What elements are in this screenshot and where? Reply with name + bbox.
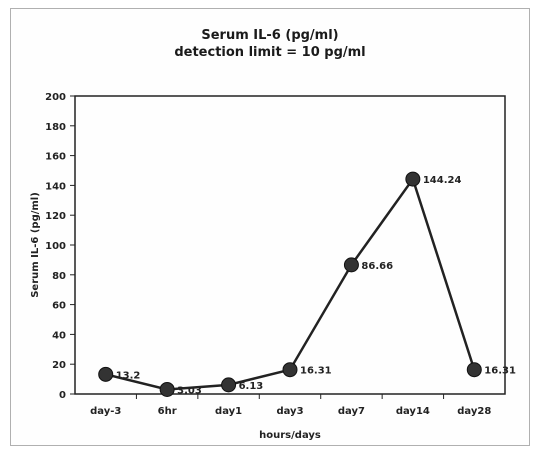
data-label: 86.66 [361, 261, 393, 272]
data-label: 144.24 [423, 175, 462, 186]
y-tick-label: 200 [45, 92, 66, 103]
x-axis: day-3 6hr day1 day3 day7 day14 day28 [90, 394, 491, 417]
x-tick-label: day-3 [90, 406, 121, 417]
data-point [405, 171, 421, 187]
x-tick-label: day1 [215, 406, 242, 417]
y-tick-label: 180 [45, 122, 66, 133]
y-tick-label: 80 [52, 271, 66, 282]
data-labels: 13.2 3.03 6.13 16.31 86.66 144.24 16.31 [116, 175, 516, 396]
data-label: 16.31 [300, 366, 332, 377]
series-line [105, 176, 476, 391]
data-label: 13.2 [116, 370, 141, 381]
data-label: 16.31 [484, 366, 516, 377]
y-tick-label: 160 [45, 152, 66, 163]
data-point [159, 381, 175, 397]
chart-frame [10, 8, 530, 446]
x-tick-label: 6hr [158, 406, 177, 417]
y-axis: 0 20 40 60 80 100 120 140 160 180 200 [45, 92, 75, 401]
data-points [98, 171, 482, 397]
x-tick-label: day7 [338, 406, 365, 417]
data-point [282, 362, 298, 378]
y-axis-title: Serum IL-6 (pg/ml) [30, 192, 41, 298]
chart-title: Serum IL-6 (pg/ml) [201, 28, 339, 43]
y-tick-label: 100 [45, 241, 66, 252]
y-tick-label: 0 [59, 390, 66, 401]
data-point [466, 362, 482, 378]
y-tick-label: 60 [52, 301, 66, 312]
data-point [98, 366, 114, 382]
x-tick-label: day3 [276, 406, 303, 417]
y-tick-label: 140 [45, 181, 66, 192]
chart-subtitle: detection limit = 10 pg/ml [174, 45, 366, 60]
y-tick-label: 20 [52, 360, 66, 371]
data-point [343, 257, 359, 273]
y-tick-label: 40 [52, 330, 66, 341]
plot-area [74, 95, 506, 395]
x-tick-label: day28 [457, 406, 491, 417]
x-tick-label: day14 [396, 406, 430, 417]
data-point [221, 377, 237, 393]
x-axis-title: hours/days [259, 430, 321, 441]
y-tick-label: 120 [45, 211, 66, 222]
data-label: 6.13 [239, 381, 264, 392]
data-label: 3.03 [177, 385, 202, 396]
